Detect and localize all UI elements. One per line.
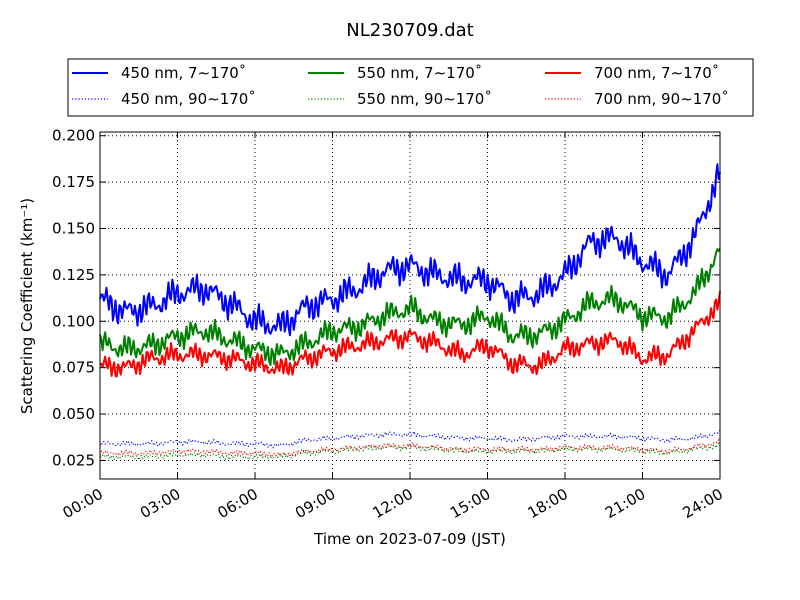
x-tick-label: 24:00 [680, 485, 726, 522]
y-tick-label: 0.125 [52, 266, 95, 284]
legend-label: 550 nm, 7∼170˚ [357, 64, 482, 82]
series-line [99, 163, 721, 337]
chart-title: NL230709.dat [346, 20, 473, 41]
x-tick-label: 12:00 [370, 485, 416, 522]
legend-label: 700 nm, 90∼170˚ [594, 90, 729, 108]
grid [100, 132, 720, 479]
series-line [99, 429, 721, 449]
legend-label: 450 nm, 90∼170˚ [121, 90, 256, 108]
x-tick-label: 18:00 [525, 485, 571, 522]
legend-frame [67, 58, 754, 117]
legend-label: 550 nm, 90∼170˚ [357, 90, 492, 108]
y-tick-label: 0.075 [52, 359, 95, 377]
y-tick-label: 0.150 [52, 219, 95, 237]
x-tick-label: 09:00 [292, 485, 338, 522]
legend-label: 700 nm, 7∼170˚ [594, 64, 719, 82]
y-tick-label: 0.175 [52, 173, 95, 191]
x-axis: 00:00 03:00 06:00 09:00 12:00 15:00 18:00 21:00… [60, 132, 726, 522]
y-tick-label: 0.100 [52, 312, 95, 330]
legend: 450 nm, 7∼170˚ 550 nm, 7∼170˚ 700 nm, 7∼17… [67, 58, 754, 117]
legend-label: 450 nm, 7∼170˚ [121, 64, 246, 82]
x-tick-label: 15:00 [447, 485, 493, 522]
x-tick-label: 00:00 [60, 485, 106, 522]
plot-area [99, 163, 721, 461]
y-tick-label: 0.200 [52, 127, 95, 145]
y-tick-label: 0.025 [52, 451, 95, 469]
series-line [99, 291, 721, 378]
y-tick-label: 0.050 [52, 405, 95, 423]
y-axis: 0.025 0.050 0.075 0.100 0.125 0.150 0.175 0.200 [52, 127, 720, 469]
x-axis-label: Time on 2023-07-09 (JST) [313, 530, 506, 548]
x-tick-label: 03:00 [137, 485, 183, 522]
y-axis-label: Scattering Coefficient (km⁻¹) [18, 198, 36, 414]
series-line [99, 439, 721, 458]
x-tick-label: 06:00 [215, 485, 261, 522]
x-tick-label: 21:00 [602, 485, 648, 522]
series-line [99, 442, 721, 461]
series-line [99, 247, 721, 366]
